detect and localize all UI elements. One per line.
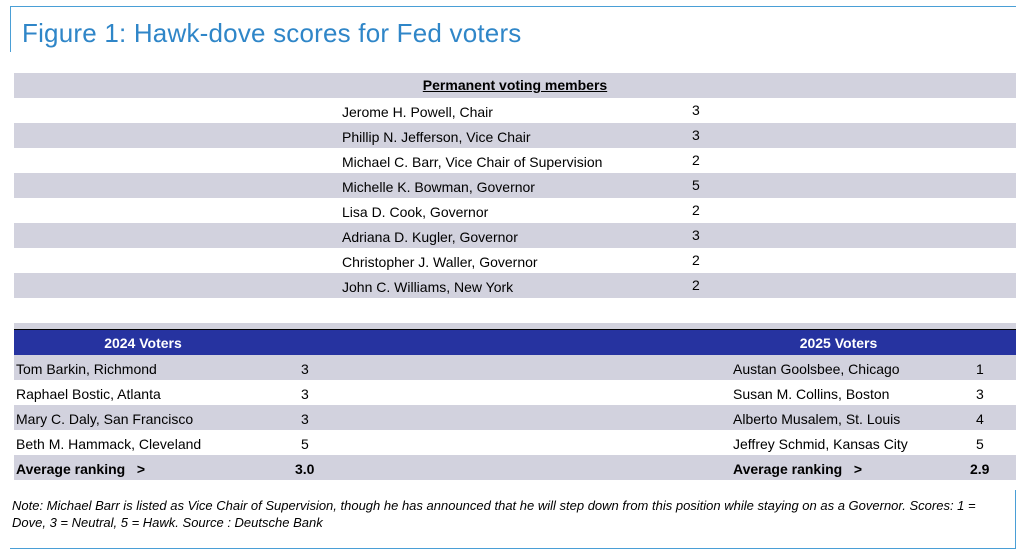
table-row: Tom Barkin, Richmond 3 Austan Goolsbee, … <box>14 355 1016 380</box>
table-row: Raphael Bostic, Atlanta 3 Susan M. Colli… <box>14 380 1016 405</box>
voter-score: 3 <box>976 386 984 402</box>
permanent-header-row: Permanent voting members <box>14 73 1016 98</box>
voter-name: Alberto Musalem, St. Louis <box>733 411 901 427</box>
member-name: John C. Williams, New York <box>342 279 514 295</box>
average-row: Average ranking > 3.0 Average ranking > … <box>14 455 1016 480</box>
figure-title: Figure 1: Hawk-dove scores for Fed voter… <box>22 18 522 48</box>
average-label-2024: Average ranking > <box>16 461 146 477</box>
voter-score: 5 <box>301 436 309 452</box>
member-score: 5 <box>692 177 700 193</box>
average-value-2025: 2.9 <box>970 461 990 477</box>
average-value-2024: 3.0 <box>295 461 315 477</box>
member-score: 3 <box>692 127 700 143</box>
voter-score: 1 <box>976 361 984 377</box>
voter-name: Raphael Bostic, Atlanta <box>16 386 161 402</box>
member-name: Phillip N. Jefferson, Vice Chair <box>342 129 531 145</box>
member-name: Christopher J. Waller, Governor <box>342 254 538 270</box>
section-divider <box>14 329 1016 330</box>
voters-header-bar: 2024 Voters 2025 Voters <box>14 330 1016 355</box>
member-name: Lisa D. Cook, Governor <box>342 204 489 220</box>
member-name: Jerome H. Powell, Chair <box>342 104 493 120</box>
footnote: Note: Michael Barr is listed as Vice Cha… <box>12 498 976 530</box>
voter-name: Beth M. Hammack, Cleveland <box>16 436 202 452</box>
table-row: Mary C. Daly, San Francisco 3 Alberto Mu… <box>14 405 1016 430</box>
table-row: Phillip N. Jefferson, Vice Chair 3 <box>14 123 1016 148</box>
average-label-2025: Average ranking > <box>733 461 863 477</box>
table-row: Michelle K. Bowman, Governor 5 <box>14 173 1016 198</box>
member-score: 3 <box>692 227 700 243</box>
table-row: Christopher J. Waller, Governor 2 <box>14 248 1016 273</box>
permanent-header: Permanent voting members <box>422 77 608 93</box>
spacer-row <box>14 298 1016 323</box>
frame-top-rule <box>10 6 1016 7</box>
voter-name: Jeffrey Schmid, Kansas City <box>733 436 908 452</box>
voter-score: 3 <box>301 361 309 377</box>
member-name: Michael C. Barr, Vice Chair of Supervisi… <box>342 154 603 170</box>
table-row: Beth M. Hammack, Cleveland 5 Jeffrey Sch… <box>14 430 1016 455</box>
voters-2025-header: 2025 Voters <box>799 335 878 351</box>
voter-score: 4 <box>976 411 984 427</box>
member-score: 2 <box>692 202 700 218</box>
voter-score: 5 <box>976 436 984 452</box>
voter-name: Tom Barkin, Richmond <box>16 361 157 377</box>
voter-name: Susan M. Collins, Boston <box>733 386 890 402</box>
frame-right-rule <box>1015 490 1016 548</box>
member-name: Adriana D. Kugler, Governor <box>342 229 518 245</box>
frame-bottom-rule <box>10 548 1016 549</box>
voter-score: 3 <box>301 411 309 427</box>
member-score: 2 <box>692 252 700 268</box>
table-row: Lisa D. Cook, Governor 2 <box>14 198 1016 223</box>
permanent-members-table: Permanent voting members Jerome H. Powel… <box>14 73 1016 348</box>
table-row: Michael C. Barr, Vice Chair of Supervisi… <box>14 148 1016 173</box>
frame-left-rule <box>10 6 11 52</box>
table-row: Jerome H. Powell, Chair 3 <box>14 98 1016 123</box>
voter-name: Mary C. Daly, San Francisco <box>16 411 194 427</box>
voter-score: 3 <box>301 386 309 402</box>
member-name: Michelle K. Bowman, Governor <box>342 179 535 195</box>
voters-table: Tom Barkin, Richmond 3 Austan Goolsbee, … <box>14 355 1016 480</box>
member-score: 2 <box>692 152 700 168</box>
table-row: Adriana D. Kugler, Governor 3 <box>14 223 1016 248</box>
table-row: John C. Williams, New York 2 <box>14 273 1016 298</box>
member-score: 3 <box>692 102 700 118</box>
voter-name: Austan Goolsbee, Chicago <box>733 361 900 377</box>
member-score: 2 <box>692 277 700 293</box>
voters-2024-header: 2024 Voters <box>104 335 182 351</box>
